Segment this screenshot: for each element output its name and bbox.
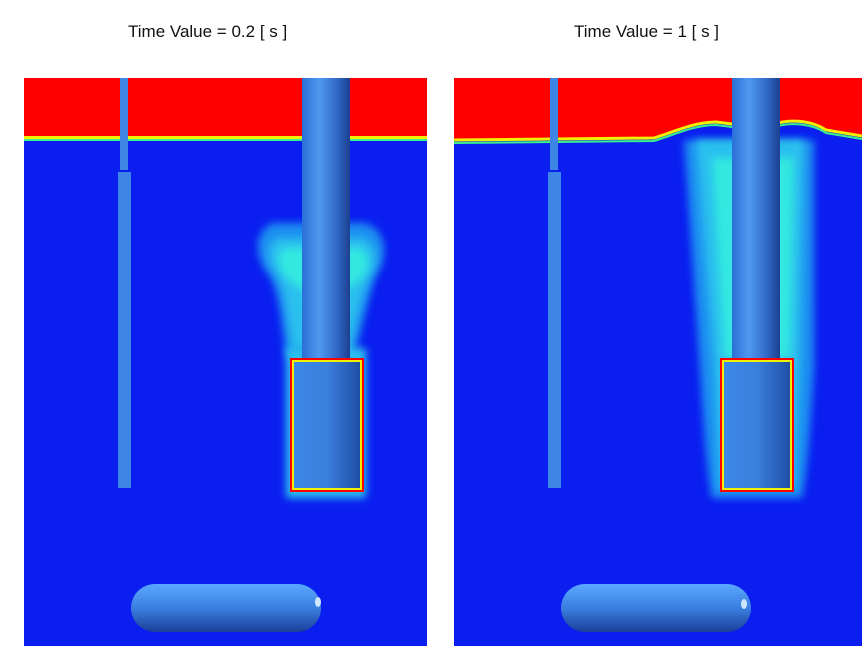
panel-title-left: Time Value = 0.2 [ s ] [128,22,288,41]
baffle-lower [548,172,561,488]
baffle-upper [120,78,128,170]
contour-plot-left [24,78,427,646]
sparger-pipe [561,584,751,632]
sparger-highlight [741,599,747,609]
hub-body [294,362,360,488]
upper-phase-region [24,78,427,138]
hub-body [724,362,790,488]
baffle-lower [118,172,131,488]
panel-title-right: Time Value = 1 [ s ] [574,22,720,41]
contour-plot-right [454,78,862,646]
impeller-shaft [302,78,350,364]
interface-line [24,136,427,139]
sparger-pipe [131,584,321,632]
sparger-highlight [315,597,321,607]
impeller-hub [290,358,364,492]
contour-panel-right [454,78,862,646]
liquid-region [24,78,427,646]
impeller-hub [720,358,794,492]
impeller-shaft [732,78,780,364]
contour-panel-left [24,78,427,646]
interface-line-green [24,139,427,141]
baffle-upper [550,78,558,170]
